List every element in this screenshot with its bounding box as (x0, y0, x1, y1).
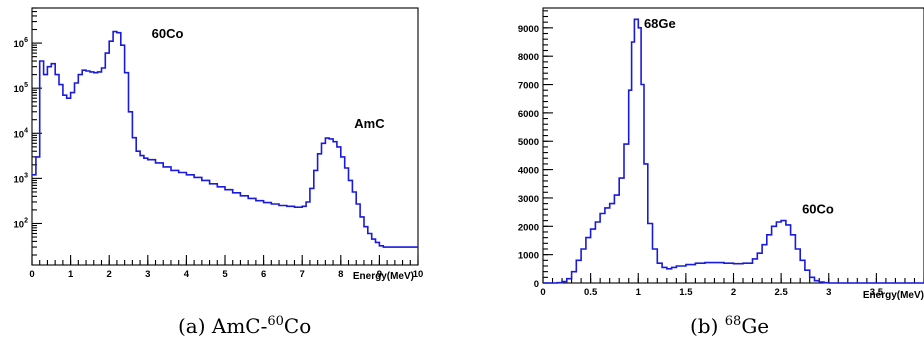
y-tick-label: 8000 (518, 52, 539, 63)
x-tick-label: 2 (731, 287, 736, 298)
y-tick-label: 1000 (518, 251, 539, 262)
histogram-series-line (543, 18, 924, 284)
x-tick-label: 10 (413, 269, 424, 280)
x-axis-title: Energy(MeV) (353, 271, 414, 282)
x-tick-label: 3 (826, 287, 831, 298)
x-tick-label: 3 (145, 269, 150, 280)
histogram-series-line (32, 30, 418, 248)
y-tick-label: 6000 (518, 109, 539, 120)
x-tick-label: 3.5 (870, 287, 884, 298)
y-tick-label: 4000 (518, 166, 539, 177)
chart-panel-a: 0 1 2 3 4 5 6 7 8 9 10 102 103 104 105 106 60Co AmC Energy… (14, 7, 424, 338)
x-tick-label: 5 (222, 269, 228, 280)
y-tick-label: 3000 (518, 194, 539, 205)
y-tick-label: 102 (14, 217, 29, 230)
y-tick-label: 0 (534, 279, 539, 290)
x-tick-label: 2 (107, 269, 112, 280)
x-tick-label: 0.5 (584, 287, 598, 298)
chart-panel-b: 0 0.5 1 1.5 2 2.5 3 3.5 0 1000 2000 3000 4000 5000 600… (518, 7, 924, 338)
x-tick-label: 6 (261, 269, 266, 280)
x-tick-label: 7 (300, 269, 305, 280)
x-tick-label: 4 (184, 269, 190, 280)
y-tick-label: 105 (14, 82, 29, 95)
peak-annotation: 68Ge (644, 16, 676, 31)
x-tick-label: 0 (29, 269, 34, 280)
x-tick-label: 1 (68, 269, 74, 280)
y-tick-label: 104 (14, 127, 29, 140)
plot-frame (542, 7, 924, 284)
x-axis-title: Energy(MeV) (863, 290, 924, 301)
y-tick-label: 106 (14, 37, 29, 50)
x-tick-label: 2.5 (775, 287, 789, 298)
x-tick-label: 1.5 (679, 287, 693, 298)
y-tick-label: 9000 (518, 24, 539, 35)
x-tick-label: 1 (636, 287, 642, 298)
peak-annotation: AmC (354, 116, 385, 131)
plot-frame (31, 7, 419, 266)
y-tick-label: 2000 (518, 222, 539, 233)
panel-caption: (b) 68Ge (690, 314, 769, 338)
x-tick-label: 8 (338, 269, 343, 280)
y-tick-label: 5000 (518, 137, 539, 148)
peak-annotation: 60Co (802, 202, 834, 217)
panel-caption: (a) AmC-60Co (178, 314, 311, 338)
y-tick-label: 103 (14, 172, 29, 185)
peak-annotation: 60Co (152, 26, 184, 41)
y-tick-label: 7000 (518, 81, 539, 92)
x-tick-label: 9 (377, 269, 382, 280)
x-tick-label: 0 (540, 287, 545, 298)
